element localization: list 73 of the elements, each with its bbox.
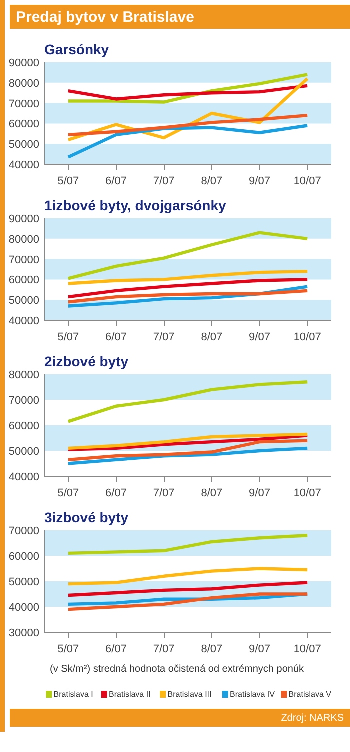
y-tick-label: 70000 [8,395,40,407]
x-tick-label: 5/07 [58,644,80,656]
line-series [66,73,310,104]
y-tick-label: 80000 [8,370,40,382]
line-series [66,380,310,424]
x-tick-label: 5/07 [58,488,80,500]
x-tick-label: 9/07 [249,332,270,344]
y-tick-label: 60000 [8,420,40,432]
legend-label: Bratislava I [54,690,94,699]
line-series [66,124,310,159]
x-tick-label: 9/07 [249,176,270,188]
x-tick-label: 10/07 [294,332,322,344]
y-tick-label: 40000 [8,160,40,172]
y-tick-label: 80000 [8,78,40,90]
line-series [66,231,310,280]
y-tick-label: 70000 [8,254,40,266]
line-series [66,446,310,466]
x-tick-label: 6/07 [106,488,127,500]
text: Zdroj: NARKS [281,712,344,726]
y-tick-label: 30000 [8,628,40,640]
y-tick-label: 50000 [8,139,40,152]
x-tick-label: 7/07 [153,176,175,188]
chart-subtitle: Garsónky [44,42,110,58]
chart-title: Predaj bytov v Bratislave [16,8,194,28]
line-series [66,270,310,286]
x-tick-label: 7/07 [153,332,175,344]
x-tick-label: 10/07 [294,488,322,500]
x-tick-label: 10/07 [294,644,322,656]
line-series [66,84,310,101]
y-tick-label: 50000 [8,576,40,588]
line-series [66,439,310,462]
chart-title: 1izbové byty, dvojgarsónky [44,198,227,214]
y-tick-label: 70000 [8,98,40,110]
line-series [66,581,310,598]
x-tick-label: 6/07 [106,332,127,344]
line-series [66,289,310,304]
x-tick-label: 8/07 [201,644,223,656]
line-series [66,567,310,586]
y-tick-label: 60000 [8,551,40,563]
chart-title: 2izbové byty [44,354,129,370]
x-tick-label: 8/07 [201,332,223,344]
line-series [66,114,310,137]
x-tick-label: 5/07 [58,332,80,344]
x-tick-label: 6/07 [106,644,127,656]
legend-label: Bratislava IV [230,690,276,699]
y-tick-label: 90000 [8,214,40,226]
line-series [66,534,310,556]
x-tick-label: 5/07 [58,176,80,188]
y-tick-label: 60000 [8,274,40,287]
x-tick-label: 10/07 [294,176,322,188]
y-tick-label: 90000 [8,58,40,70]
x-tick-label: 7/07 [153,644,175,656]
y-tick-label: 60000 [8,118,40,131]
legend-label: Bratislava V [288,690,332,699]
y-tick-label: 40000 [8,316,40,328]
legend-label: Bratislava II [108,690,151,699]
x-tick-label: 8/07 [201,488,223,500]
y-tick-label: 40000 [8,602,40,614]
x-tick-label: 7/07 [153,488,175,500]
line-series [66,278,310,299]
y-tick-label: 50000 [8,295,40,308]
x-tick-label: 9/07 [249,488,270,500]
line-series [66,592,310,612]
y-tick-label: 50000 [8,446,40,458]
y-tick-label: 70000 [8,526,40,538]
y-tick-label: 80000 [8,234,40,246]
legend-label: Bratislava III [168,690,212,699]
y-tick-label: 40000 [8,472,40,484]
x-tick-label: 6/07 [106,176,127,188]
chart-title: 3izbové byty [44,510,129,526]
text: (v Sk/m²) stredná hodnota očistená od extrémnych ponúk [50,663,304,677]
x-tick-label: 8/07 [201,176,223,188]
x-tick-label: 9/07 [249,644,270,656]
